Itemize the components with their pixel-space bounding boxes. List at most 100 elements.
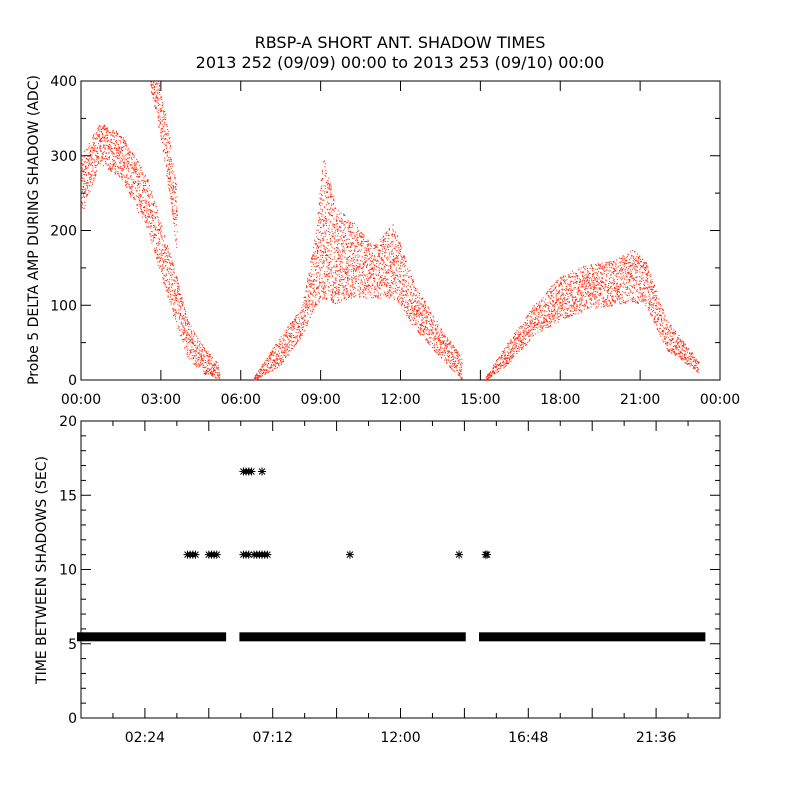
data-point — [138, 186, 140, 188]
data-point — [327, 191, 328, 193]
data-point — [184, 322, 186, 324]
data-point — [324, 291, 326, 293]
data-point — [393, 260, 395, 262]
data-point — [151, 196, 153, 198]
data-point — [322, 282, 324, 283]
data-point — [328, 273, 330, 275]
data-point — [93, 161, 95, 163]
data-point — [300, 327, 302, 329]
data-point — [172, 308, 174, 310]
data-point — [339, 220, 341, 222]
data-point — [378, 250, 380, 252]
data-point — [402, 264, 404, 266]
data-point — [110, 139, 112, 141]
data-point — [180, 314, 181, 316]
data-point — [365, 247, 367, 249]
data-point — [348, 297, 349, 298]
data-point — [159, 265, 161, 267]
data-point — [171, 198, 173, 199]
data-point — [431, 333, 433, 335]
data-point — [120, 160, 121, 162]
data-point — [490, 374, 491, 376]
data-point — [286, 348, 288, 350]
data-point — [318, 222, 320, 224]
data-point — [113, 139, 115, 141]
data-point — [492, 371, 494, 373]
data-point — [337, 269, 339, 271]
data-point — [158, 112, 160, 114]
data-point — [137, 204, 138, 206]
data-point — [177, 286, 179, 288]
data-point — [305, 306, 307, 308]
data-point — [218, 376, 220, 378]
data-point — [188, 338, 190, 340]
data-point — [340, 262, 342, 264]
data-point — [104, 125, 105, 127]
data-point — [333, 248, 335, 249]
data-point — [156, 95, 158, 97]
data-point — [123, 155, 125, 157]
data-point — [175, 217, 177, 219]
data-point — [173, 304, 175, 306]
data-point — [389, 256, 391, 258]
data-point — [93, 135, 94, 137]
data-point — [342, 223, 344, 224]
data-point — [281, 342, 283, 344]
data-point — [168, 164, 170, 166]
data-point — [411, 284, 413, 285]
data-point — [337, 290, 339, 292]
data-point — [364, 279, 366, 281]
data-point — [175, 239, 177, 241]
data-point — [125, 185, 127, 186]
data-point — [109, 167, 111, 169]
data-point — [191, 342, 193, 344]
data-point — [364, 249, 366, 251]
data-point — [175, 280, 177, 282]
data-point — [354, 292, 356, 294]
data-point — [425, 320, 427, 322]
data-point — [153, 202, 155, 204]
data-point — [429, 337, 431, 339]
data-point — [186, 341, 188, 342]
data-point — [377, 296, 379, 298]
data-point — [402, 294, 404, 296]
data-point — [88, 172, 90, 174]
data-point — [487, 378, 489, 380]
data-point — [392, 234, 393, 235]
data-point — [84, 180, 86, 182]
data-point — [182, 305, 184, 307]
data-point — [319, 205, 321, 207]
data-point — [459, 375, 461, 377]
data-point — [392, 229, 394, 231]
data-point — [408, 309, 409, 311]
data-point — [320, 255, 322, 257]
data-point — [173, 186, 175, 187]
data-point — [104, 148, 106, 150]
data-point — [297, 329, 299, 331]
data-point — [407, 307, 409, 309]
data-point — [211, 365, 213, 366]
data-point — [137, 176, 139, 178]
data-point — [390, 287, 392, 289]
data-point — [386, 231, 388, 233]
data-point — [340, 284, 341, 286]
data-point — [397, 274, 398, 276]
data-point — [168, 284, 170, 285]
data-point — [215, 367, 217, 369]
data-point — [157, 261, 159, 263]
data-point — [346, 262, 348, 264]
data-point — [208, 356, 209, 358]
data-point — [335, 281, 337, 283]
data-point — [400, 245, 402, 247]
data-point — [327, 274, 329, 276]
data-point — [168, 289, 170, 291]
data-point — [130, 195, 132, 197]
data-point — [289, 334, 291, 336]
data-point — [117, 133, 119, 135]
data-point — [127, 161, 129, 163]
data-point — [199, 340, 201, 342]
data-point — [163, 125, 165, 127]
data-point — [110, 168, 112, 170]
data-point — [283, 354, 285, 356]
data-point — [166, 255, 168, 256]
